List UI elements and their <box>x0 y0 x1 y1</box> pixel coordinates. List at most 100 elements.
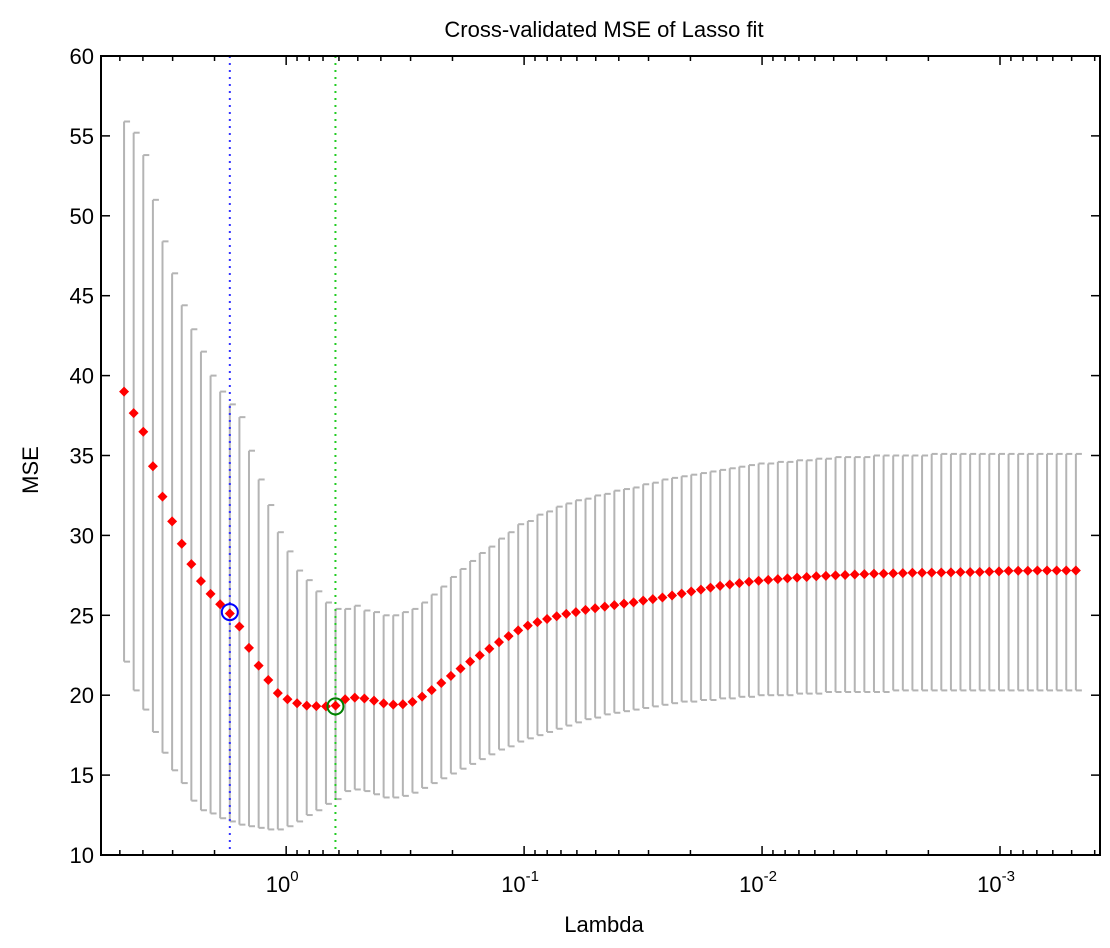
x-tick-label: 10-3 <box>977 868 1015 897</box>
data-point <box>551 611 562 622</box>
data-point <box>599 601 610 612</box>
data-point <box>657 592 668 603</box>
y-tick-label: 45 <box>70 284 94 309</box>
data-point <box>917 567 928 578</box>
data-point <box>445 670 456 681</box>
data-point <box>1022 565 1033 576</box>
data-point <box>811 571 822 582</box>
data-point <box>1070 565 1081 576</box>
data-point <box>157 491 168 502</box>
data-point <box>176 538 187 549</box>
data-point <box>436 678 447 689</box>
data-point <box>993 566 1004 577</box>
error-bar <box>276 531 284 831</box>
data-point <box>455 663 466 674</box>
data-point <box>1032 565 1043 576</box>
y-tick-label: 25 <box>70 603 94 628</box>
data-point <box>724 579 735 590</box>
data-point <box>349 692 360 703</box>
data-point <box>695 584 706 595</box>
data-point <box>301 700 312 711</box>
y-tick-label: 50 <box>70 204 94 229</box>
data-point <box>897 568 908 579</box>
y-tick-label: 10 <box>70 843 94 868</box>
y-tick-label: 60 <box>70 44 94 69</box>
data-point <box>868 568 879 579</box>
data-point <box>965 567 976 578</box>
data-point <box>801 571 812 582</box>
one-se-marker <box>220 603 239 622</box>
chart-title: Cross-validated MSE of Lasso fit <box>444 17 763 42</box>
data-point <box>830 570 841 581</box>
data-point <box>195 576 206 587</box>
y-tick-label: 55 <box>70 124 94 149</box>
data-point <box>955 567 966 578</box>
data-point <box>378 698 389 709</box>
data-point <box>859 569 870 580</box>
data-point <box>609 600 620 611</box>
data-point <box>1042 565 1053 576</box>
error-bar <box>286 550 294 828</box>
data-point <box>119 386 130 397</box>
data-point <box>734 578 745 589</box>
data-point <box>1003 565 1014 576</box>
data-point <box>205 588 216 599</box>
data-point <box>618 598 629 609</box>
data-point <box>234 621 245 632</box>
error-bar <box>257 478 265 829</box>
x-tick-label: 10-2 <box>739 868 777 897</box>
data-point <box>945 567 956 578</box>
data-point <box>763 574 774 585</box>
data-point <box>397 699 408 710</box>
y-tick-label: 30 <box>70 523 94 548</box>
data-point <box>282 694 293 705</box>
data-point <box>311 701 322 712</box>
data-point <box>936 567 947 578</box>
axes: 10 15 20 25 30 35 40 45 50 55 60 100 10-1 10-2 10-3 <box>70 44 1101 897</box>
data-point <box>753 575 764 586</box>
data-point <box>647 594 658 605</box>
data-point <box>878 568 889 579</box>
data-point <box>330 700 341 711</box>
data-point <box>974 566 985 577</box>
data-point <box>792 572 803 583</box>
data-point <box>1061 565 1072 576</box>
error-bar <box>661 478 669 706</box>
x-tick-label: 10-1 <box>501 868 539 897</box>
data-point <box>224 608 235 619</box>
data-point <box>388 699 399 710</box>
data-point <box>272 688 283 699</box>
data-point <box>513 625 524 636</box>
data-point <box>676 588 687 599</box>
error-bar <box>247 449 255 828</box>
min-mse-marker <box>326 697 345 716</box>
data-point <box>907 567 918 578</box>
error-bar <box>267 504 275 831</box>
data-point <box>782 573 793 584</box>
data-point <box>743 576 754 587</box>
data-point <box>186 559 197 570</box>
data-point <box>984 566 995 577</box>
data-point <box>715 580 726 591</box>
data-point <box>820 570 831 581</box>
data-point <box>686 586 697 597</box>
data-point <box>840 570 851 581</box>
data-point <box>542 613 553 624</box>
error-bar <box>238 416 246 826</box>
error-bar <box>296 569 304 823</box>
data-point <box>494 637 505 648</box>
data-point <box>167 516 178 527</box>
data-point <box>667 590 678 601</box>
data-point <box>147 461 158 472</box>
data-point <box>292 698 303 709</box>
data-point <box>417 691 428 702</box>
data-point <box>926 567 937 578</box>
x-tick-label: 100 <box>266 868 299 897</box>
data-point <box>705 582 716 593</box>
error-bar <box>315 590 323 812</box>
y-tick-label: 15 <box>70 763 94 788</box>
data-point <box>522 620 533 631</box>
data-point <box>1051 565 1062 576</box>
